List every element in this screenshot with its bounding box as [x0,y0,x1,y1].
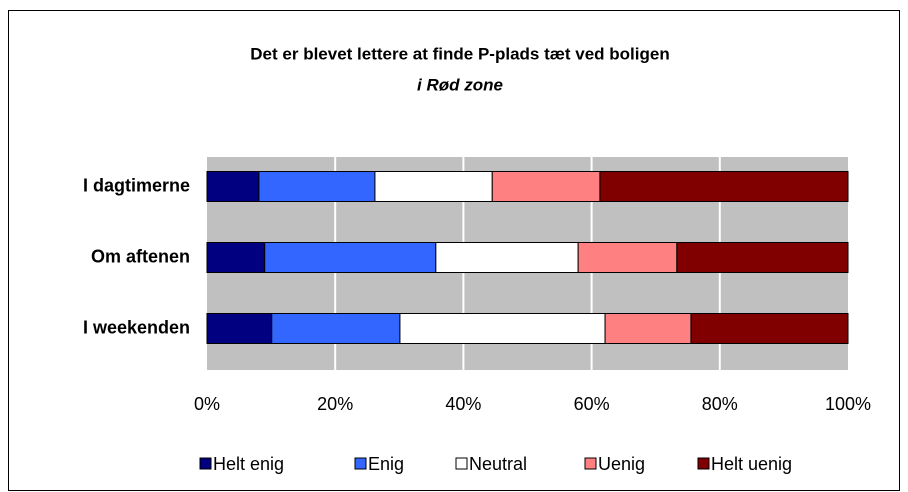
y-tick-label: Om aftenen [91,246,190,266]
x-tick-label: 100% [825,394,871,414]
bar-segment [399,313,606,344]
x-tick-label: 60% [574,394,610,414]
legend-swatch [584,457,597,470]
bar-segment [271,313,401,344]
bar-segment [435,242,579,273]
x-tick-label: 40% [445,394,481,414]
bar-segment [599,171,849,202]
legend-swatch [354,457,367,470]
x-tick-label: 20% [317,394,353,414]
bar-segment [258,171,376,202]
chart-title: Det er blevet lettere at finde P-plads t… [250,44,669,63]
bar-segment [604,313,692,344]
x-tick-label: 0% [194,394,220,414]
bar-segment [206,313,273,344]
legend-swatch [697,457,710,470]
bar-segment [577,242,678,273]
bar-segment [676,242,849,273]
bar-segment [491,171,601,202]
y-tick-label: I dagtimerne [83,175,190,195]
y-tick-label: I weekenden [83,317,190,337]
legend-label: Enig [368,454,404,474]
legend-label: Uenig [598,454,645,474]
legend-swatch [455,457,468,470]
bar-segment [690,313,849,344]
chart-subtitle: i Rød zone [417,75,503,94]
legend-label: Neutral [469,454,527,474]
bar-segment [206,242,266,273]
legend-label: Helt uenig [711,454,792,474]
bar-segment [206,171,260,202]
x-tick-label: 80% [702,394,738,414]
bar-segment [264,242,437,273]
bar-segment [374,171,493,202]
legend-label: Helt enig [213,454,284,474]
legend-swatch [199,457,212,470]
